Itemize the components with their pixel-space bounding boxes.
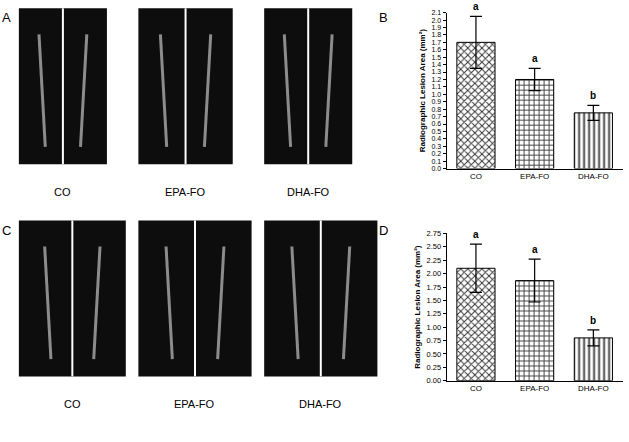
svg-text:EPA-FO: EPA-FO <box>520 172 549 181</box>
svg-text:1.00: 1.00 <box>426 323 441 332</box>
svg-text:1.5: 1.5 <box>431 54 441 61</box>
svg-text:0.25: 0.25 <box>426 363 441 372</box>
svg-text:0.9: 0.9 <box>431 98 441 105</box>
svg-text:1.0: 1.0 <box>431 91 441 98</box>
svg-text:2.00: 2.00 <box>426 269 441 278</box>
svg-text:DHA-FO: DHA-FO <box>578 172 609 181</box>
svg-text:0.8: 0.8 <box>431 106 441 113</box>
svg-text:C: C <box>2 223 11 238</box>
svg-text:Radiographic Lesion Area (mm²): Radiographic Lesion Area (mm²) <box>418 29 427 153</box>
svg-text:1.25: 1.25 <box>426 309 441 318</box>
svg-text:0.00: 0.00 <box>426 376 441 385</box>
svg-text:2.0: 2.0 <box>431 17 441 24</box>
svg-text:0.4: 0.4 <box>431 135 441 142</box>
svg-text:0.75: 0.75 <box>426 336 441 345</box>
svg-text:1.3: 1.3 <box>431 68 441 75</box>
svg-text:1.9: 1.9 <box>431 24 441 31</box>
svg-text:CO: CO <box>54 186 71 198</box>
svg-text:1.8: 1.8 <box>431 31 441 38</box>
svg-text:1.7: 1.7 <box>431 39 441 46</box>
svg-text:a: a <box>532 53 538 64</box>
svg-text:1.6: 1.6 <box>431 46 441 53</box>
svg-text:2.75: 2.75 <box>426 229 441 238</box>
svg-text:Radiographic Lesion Area (mm²): Radiographic Lesion Area (mm²) <box>413 245 422 369</box>
svg-text:1.1: 1.1 <box>431 83 441 90</box>
svg-text:0.1: 0.1 <box>431 158 441 165</box>
svg-text:0.50: 0.50 <box>426 350 441 359</box>
svg-text:1.50: 1.50 <box>426 296 441 305</box>
svg-text:2.1: 2.1 <box>431 9 441 16</box>
svg-text:0.0: 0.0 <box>431 165 441 172</box>
svg-text:b: b <box>590 90 596 101</box>
svg-text:a: a <box>473 229 479 240</box>
svg-text:DHA-FO: DHA-FO <box>578 384 609 393</box>
svg-text:0.7: 0.7 <box>431 113 441 120</box>
svg-text:a: a <box>532 244 538 255</box>
svg-text:DHA-FO: DHA-FO <box>299 398 342 410</box>
svg-text:EPA-FO: EPA-FO <box>165 186 206 198</box>
svg-text:0.2: 0.2 <box>431 150 441 157</box>
svg-text:CO: CO <box>470 172 482 181</box>
svg-text:0.5: 0.5 <box>431 128 441 135</box>
svg-text:D: D <box>379 223 388 238</box>
svg-text:1.75: 1.75 <box>426 283 441 292</box>
svg-text:b: b <box>590 315 596 326</box>
svg-text:1.2: 1.2 <box>431 76 441 83</box>
svg-text:CO: CO <box>470 384 482 393</box>
svg-text:B: B <box>379 10 388 25</box>
svg-text:EPA-FO: EPA-FO <box>174 398 215 410</box>
svg-text:0.6: 0.6 <box>431 120 441 127</box>
svg-text:0.3: 0.3 <box>431 143 441 150</box>
svg-text:2.25: 2.25 <box>426 256 441 265</box>
svg-text:CO: CO <box>64 398 81 410</box>
svg-text:2.50: 2.50 <box>426 242 441 251</box>
svg-text:DHA-FO: DHA-FO <box>287 186 330 198</box>
svg-text:1.4: 1.4 <box>431 61 441 68</box>
svg-text:a: a <box>473 1 479 12</box>
svg-text:EPA-FO: EPA-FO <box>520 384 549 393</box>
svg-text:A: A <box>2 10 11 25</box>
